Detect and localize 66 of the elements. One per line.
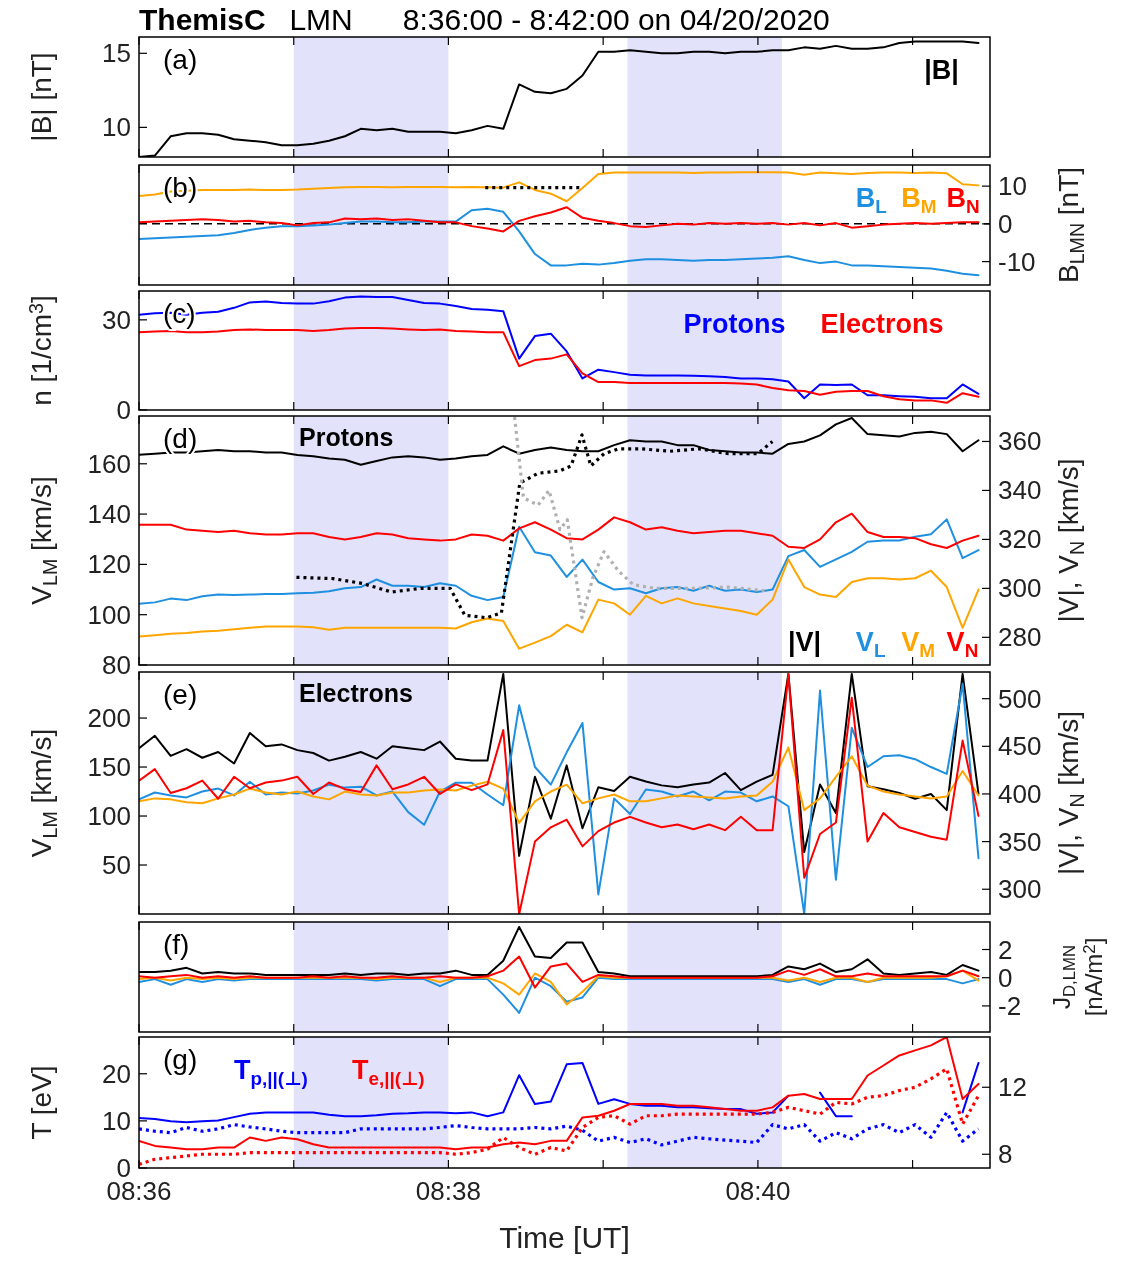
y-axis-title: T [eV] <box>26 1065 57 1140</box>
text: T$_{e,||(⊥)}$ <box>351 1055 425 1089</box>
y2-tick-label: -2 <box>998 990 1022 1021</box>
y-tick-label: 80 <box>102 650 131 680</box>
text: Electrons <box>820 309 944 339</box>
y-tick-label: 15 <box>102 38 131 69</box>
x-tick-label: 08:40 <box>725 1176 791 1206</box>
y2-tick-label: 300 <box>998 874 1042 905</box>
y2-tick-label: 300 <box>998 573 1042 604</box>
text: |V| <box>788 627 822 657</box>
y2-tick-label: 320 <box>998 524 1042 555</box>
y2-tick-label: 400 <box>998 778 1042 809</box>
chart-subtitle: LMN 8:36:00 - 8:42:00 on 04/20/2020 <box>289 3 830 36</box>
legend-label: |B| <box>924 55 959 85</box>
y-axis-title: |B| [nT] <box>26 52 57 142</box>
y-tick-label: 140 <box>87 499 131 530</box>
annotation: Electrons <box>299 679 413 707</box>
y2-tick-label: 0 <box>998 208 1013 239</box>
line-series <box>513 416 767 620</box>
series-label: T$_{p,||(⊥)}$ <box>234 1055 308 1089</box>
y-tick-label: 30 <box>102 304 131 335</box>
y2-tick-label: 500 <box>998 683 1042 714</box>
annotation: (a) <box>163 44 198 75</box>
text: V$_{L}$ <box>855 627 886 661</box>
y-tick-label: 100 <box>87 801 131 832</box>
line-series <box>139 295 980 400</box>
line-series <box>139 976 980 1014</box>
y-tick-label: 200 <box>87 703 131 734</box>
y2-tick-label: 450 <box>998 731 1042 762</box>
line-series <box>139 746 980 824</box>
y2-tick-label: 0 <box>998 962 1013 993</box>
y-tick-label: 150 <box>87 752 131 783</box>
y-tick-label: 10 <box>102 112 131 143</box>
annotation: (f) <box>163 929 190 960</box>
y2-tick-label: 340 <box>998 475 1042 506</box>
y2-tick-label: 2 <box>998 934 1013 965</box>
y2-tick-label: 360 <box>998 426 1042 457</box>
y2-tick-label: 280 <box>998 622 1042 653</box>
y-tick-label: 10 <box>102 1105 131 1136</box>
line-series <box>139 512 980 549</box>
y-tick-label: 0 <box>116 395 131 425</box>
y-tick-label: 50 <box>102 850 131 881</box>
y2-tick-label: 12 <box>998 1072 1027 1103</box>
series-label: B$_{N}$ <box>946 183 980 217</box>
y-tick-label: 120 <box>87 549 131 580</box>
line-series <box>139 518 980 605</box>
y2-tick-label: 350 <box>998 826 1042 857</box>
y-tick-label: 100 <box>87 599 131 630</box>
y-tick-label: 20 <box>102 1058 131 1089</box>
chart-title: ThemisC <box>139 3 266 36</box>
series-label: B$_{L}$ <box>855 183 887 217</box>
annotation: (d) <box>163 423 198 454</box>
annotation: Protons <box>299 423 394 451</box>
y2-tick-label: 8 <box>998 1139 1013 1170</box>
y-tick-label: 160 <box>87 448 131 479</box>
series-label: Protons <box>683 309 786 339</box>
annotation: (e) <box>163 679 198 710</box>
x-tick-label: 08:38 <box>415 1176 481 1206</box>
text: V$_{N}$ <box>946 627 979 661</box>
y2-tick-label: 10 <box>998 171 1027 202</box>
series-label: B$_{M}$ <box>901 183 937 217</box>
y2-tick-label: -10 <box>998 246 1036 277</box>
annotation: (g) <box>163 1044 198 1075</box>
x-axis-title: Time [UT] <box>499 1221 630 1254</box>
series-label: V$_{M}$ <box>901 627 936 661</box>
line-series <box>139 1110 981 1147</box>
